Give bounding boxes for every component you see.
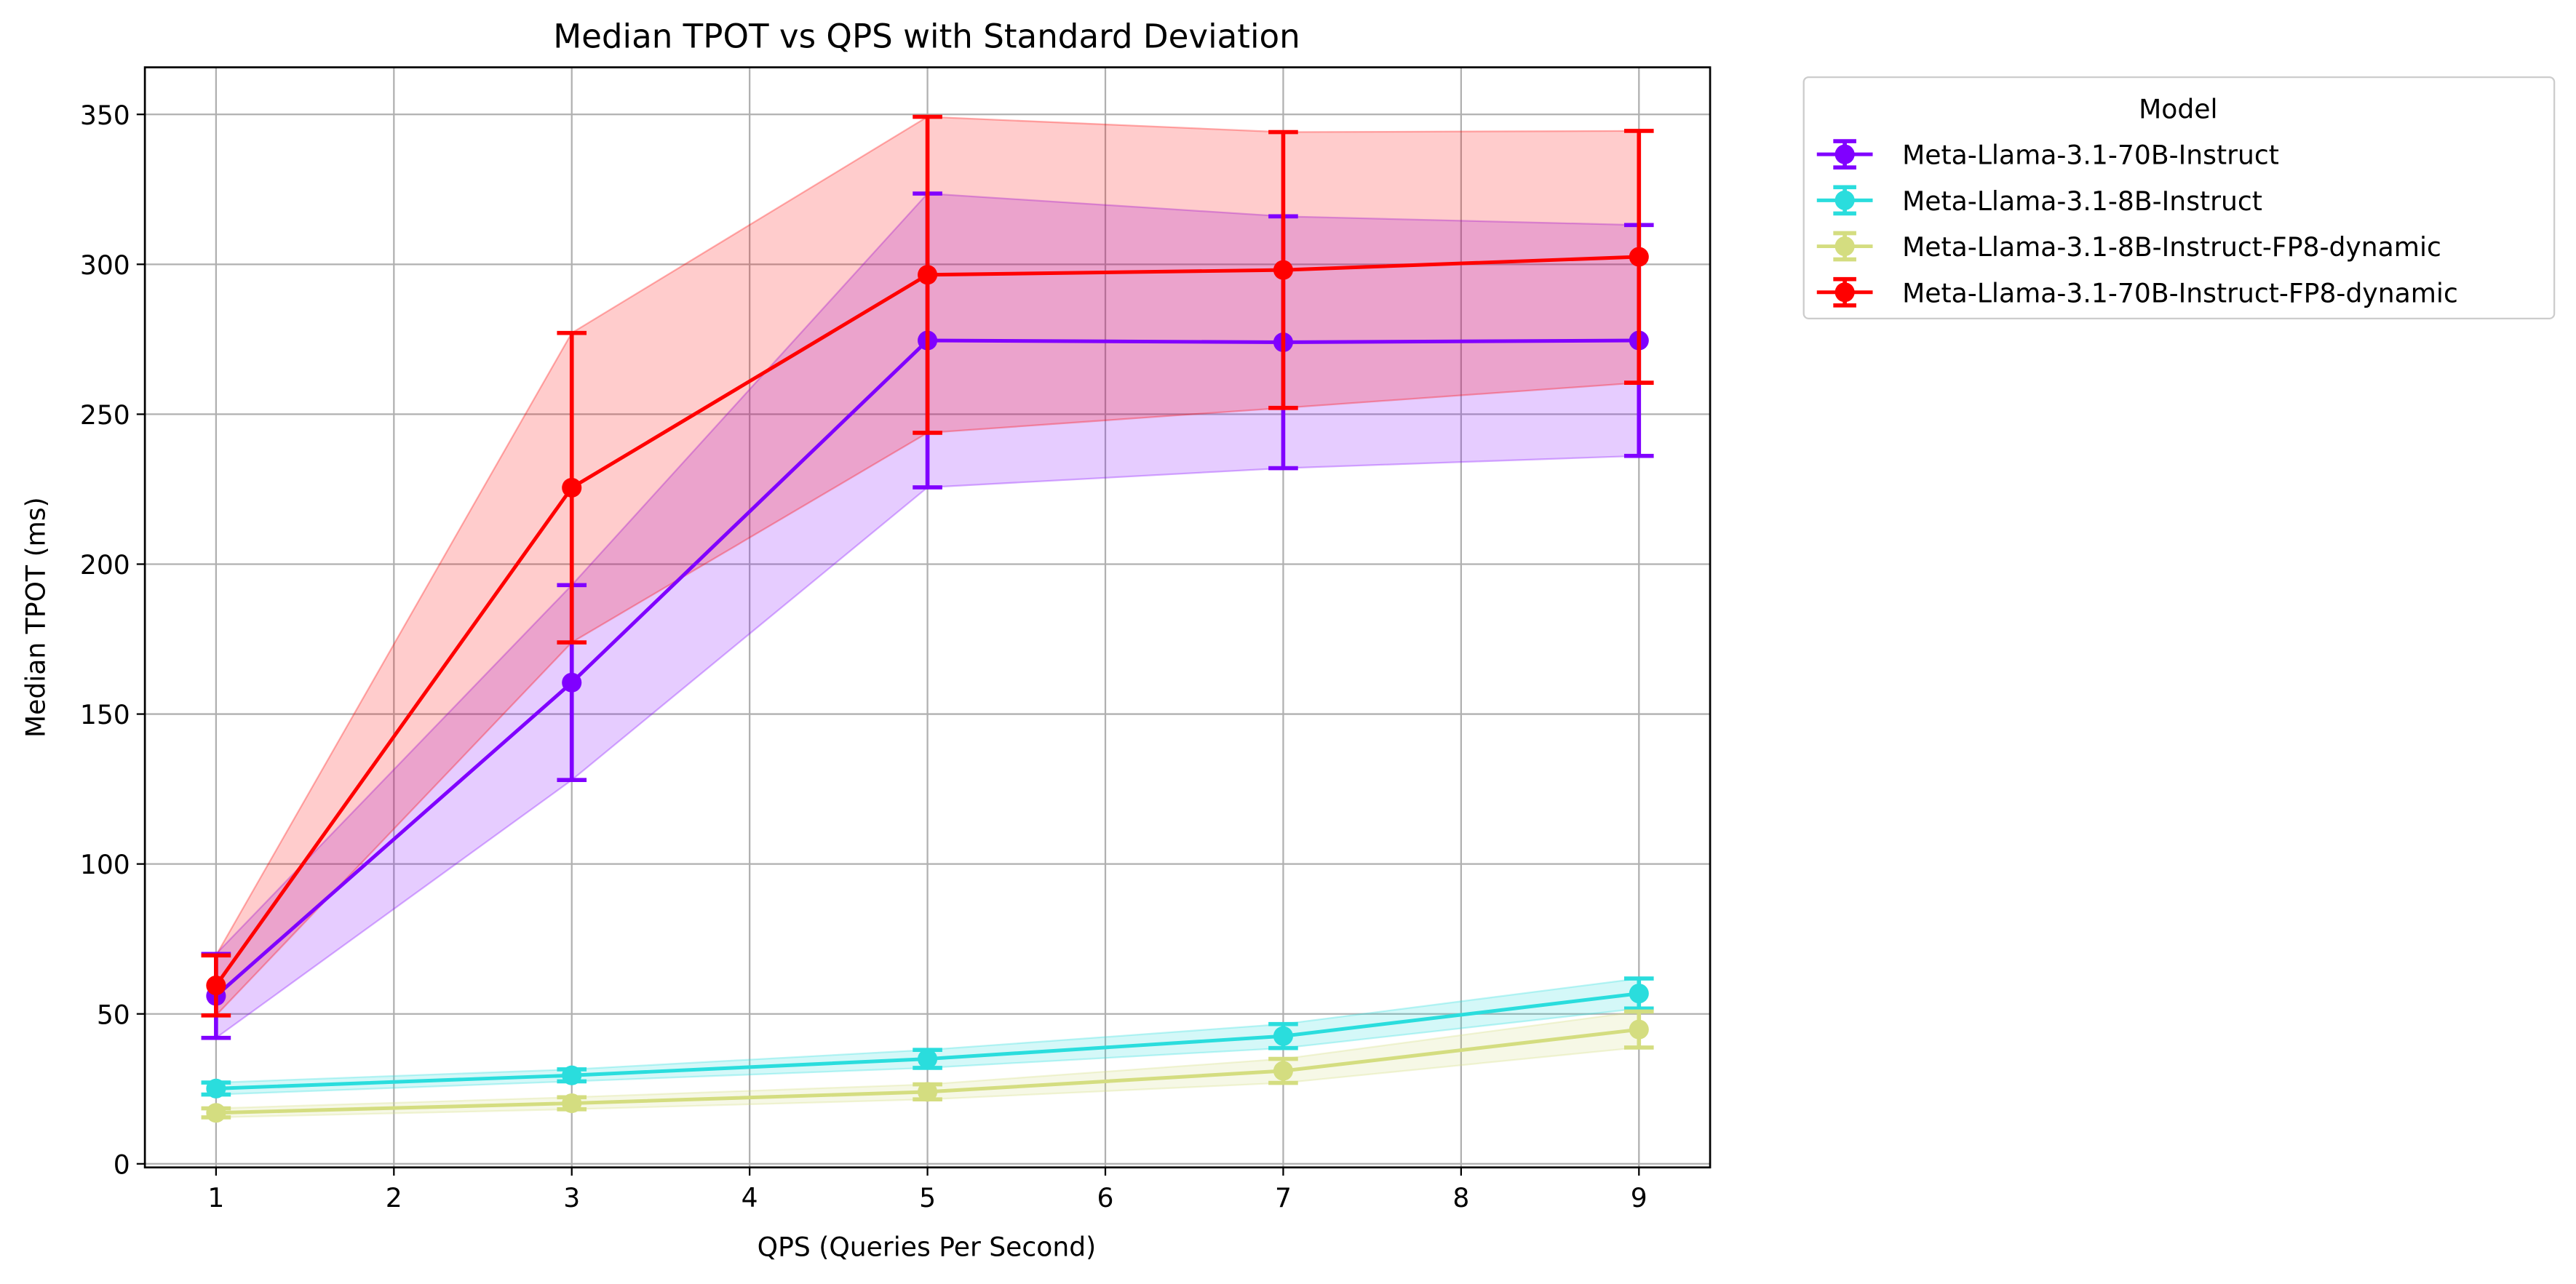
plot-frame [143, 66, 1712, 1169]
point [206, 1103, 226, 1123]
point [918, 1082, 938, 1102]
point [918, 265, 938, 285]
x-axis-label: QPS (Queries Per Second) [758, 1232, 1097, 1263]
legend-marker [1834, 282, 1855, 303]
y-tick-label: 350 [80, 100, 130, 131]
y-tick-label: 50 [97, 999, 130, 1030]
x-tick-label: 8 [1452, 1182, 1469, 1213]
legend-title: Model [2139, 94, 2217, 125]
point [562, 672, 582, 693]
y-tick-label: 100 [80, 849, 130, 880]
legend-marker [1834, 236, 1855, 257]
x-tick-label: 4 [742, 1182, 758, 1213]
point [562, 1093, 582, 1114]
chart-title: Median TPOT vs QPS with Standard Deviati… [553, 17, 1300, 55]
point [206, 1078, 226, 1098]
x-tick-label: 6 [1097, 1182, 1114, 1213]
y-tick-label: 250 [80, 399, 130, 431]
x-tick-label: 5 [919, 1182, 936, 1213]
y-axis-label: Median TPOT (ms) [20, 497, 51, 738]
y-tick-label: 200 [80, 549, 130, 581]
legend-marker [1834, 144, 1855, 164]
point [1629, 1019, 1649, 1040]
point [1629, 247, 1649, 267]
point [1629, 984, 1649, 1004]
point [562, 1065, 582, 1085]
point [1273, 1026, 1293, 1046]
x-tick-label: 2 [386, 1182, 402, 1213]
point [918, 1049, 938, 1069]
x-tick-label: 3 [563, 1182, 580, 1213]
x-tick-label: 9 [1631, 1182, 1647, 1213]
y-tick-label: 0 [114, 1149, 130, 1180]
x-tick-label: 1 [207, 1182, 224, 1213]
legend-label: Meta-Llama-3.1-70B-Instruct-FP8-dynamic [1902, 277, 2458, 308]
legend-label: Meta-Llama-3.1-8B-Instruct [1902, 186, 2262, 217]
legend-box [1802, 76, 2556, 319]
legend-label: Meta-Llama-3.1-8B-Instruct-FP8-dynamic [1902, 231, 2441, 263]
point [1273, 1061, 1293, 1081]
legend-marker [1834, 190, 1855, 210]
x-tick-label: 7 [1275, 1182, 1292, 1213]
y-tick-label: 300 [80, 250, 130, 281]
legend-label: Meta-Llama-3.1-70B-Instruct [1902, 140, 2279, 171]
point [1273, 260, 1293, 280]
y-tick-label: 150 [80, 699, 130, 730]
point [562, 477, 582, 498]
point [206, 976, 226, 996]
